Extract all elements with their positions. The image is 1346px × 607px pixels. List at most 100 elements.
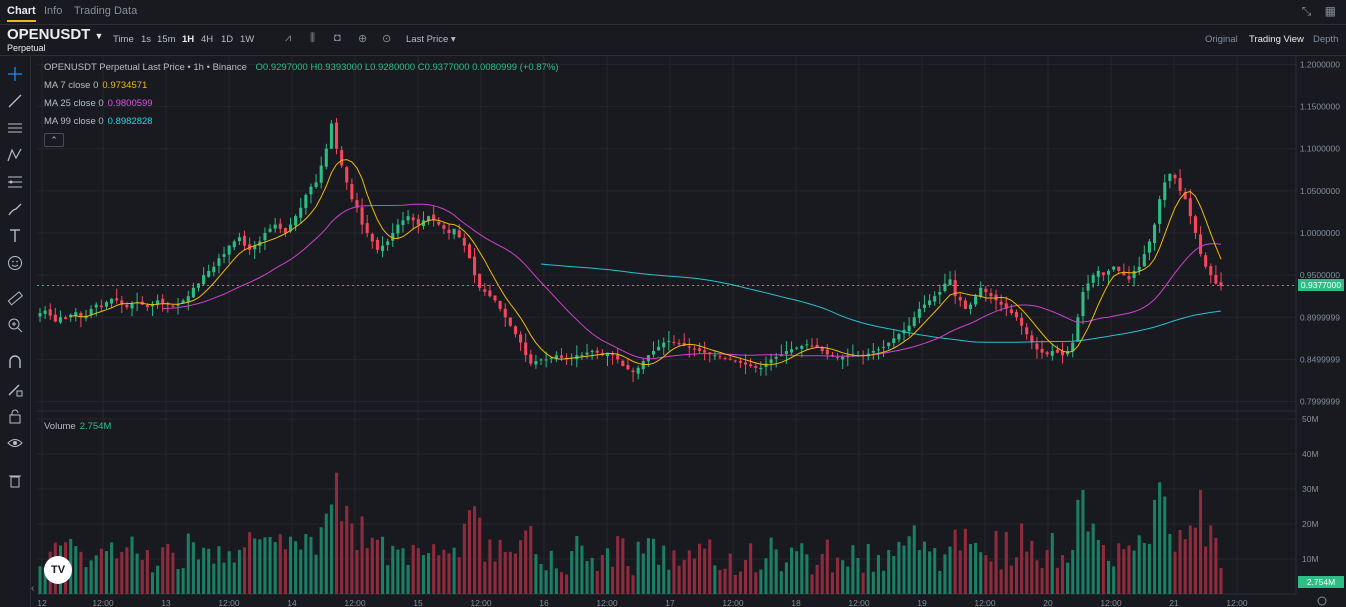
candle-body — [697, 348, 702, 351]
symbol-name[interactable]: OPENUSDT ▼ — [7, 26, 104, 43]
volume-bar — [1193, 527, 1197, 594]
candle-body — [181, 300, 185, 304]
volume-bar — [1025, 551, 1029, 594]
zoom-in-icon[interactable] — [5, 315, 25, 335]
tab-trading-data[interactable]: Trading Data — [74, 5, 138, 17]
candle-body — [1030, 335, 1034, 343]
volume-bar — [697, 543, 702, 594]
trash-icon[interactable] — [5, 470, 25, 490]
view-original[interactable]: Original — [1205, 34, 1238, 45]
settings-circle-icon[interactable]: ⊙ — [382, 33, 392, 45]
candle-body — [493, 295, 497, 301]
interval-1d[interactable]: 1D — [221, 34, 234, 45]
volume-bar — [554, 568, 558, 594]
candle-body — [790, 349, 794, 353]
volume-bar — [994, 530, 998, 594]
volume-bar — [232, 562, 236, 594]
candle-body — [186, 296, 190, 303]
candle-body — [1132, 270, 1136, 278]
volume-bar — [1112, 566, 1116, 594]
chart-legend-title: OPENUSDT Perpetual Last Price • 1h • Bin… — [44, 62, 559, 73]
volume-bar — [902, 545, 906, 594]
interval-1w[interactable]: 1W — [240, 34, 255, 45]
legend-collapse-button[interactable]: ⌃ — [44, 133, 64, 147]
collapse-icon[interactable]: ⤡ — [1301, 4, 1312, 18]
candle-body — [1025, 327, 1029, 335]
interval-1h[interactable]: 1H — [182, 34, 195, 45]
candle-body — [682, 342, 686, 346]
volume-bar — [375, 539, 379, 594]
layout-grid-icon[interactable]: ▦ — [1324, 4, 1336, 18]
camera-icon[interactable]: ◘ — [334, 32, 341, 44]
ma7-label: MA 7 close 0 — [44, 80, 99, 91]
volume-bar — [810, 574, 814, 594]
volume-bar — [248, 532, 252, 594]
volume-bar — [294, 541, 298, 594]
pattern-icon[interactable] — [5, 145, 25, 165]
volume-bar — [1030, 540, 1034, 594]
brush-icon[interactable] — [5, 199, 25, 219]
candle-body — [156, 300, 160, 305]
crosshair-icon[interactable] — [5, 64, 25, 84]
view-trading-view[interactable]: Trading View — [1249, 34, 1304, 45]
candle-body — [718, 356, 722, 358]
eye-icon[interactable] — [5, 433, 25, 453]
candle-body — [795, 347, 799, 349]
tab-info[interactable]: Info — [44, 5, 63, 17]
time-axis-label: 19 — [917, 598, 927, 607]
tab-chart[interactable]: Chart — [7, 5, 36, 22]
chart-type-icon[interactable]: ⫼ — [310, 32, 316, 44]
candle-body — [176, 304, 180, 306]
add-circle-icon[interactable]: ⊕ — [358, 33, 368, 45]
volume-bar — [493, 561, 497, 594]
volume-bar — [718, 570, 722, 594]
interval-time[interactable]: Time — [113, 34, 134, 45]
time-axis-label: 12:00 — [1226, 598, 1248, 607]
candle-body — [1214, 274, 1218, 284]
fib-icon[interactable] — [5, 172, 25, 192]
lock-icon[interactable] — [5, 406, 25, 426]
candle-body — [1173, 174, 1177, 179]
time-axis-label: 12:00 — [848, 598, 870, 607]
volume-bar — [84, 567, 88, 594]
price-axis-label: 0.8999999 — [1300, 312, 1340, 322]
volume-bar — [605, 548, 610, 594]
candle-body — [595, 350, 599, 353]
interval-15m[interactable]: 15m — [157, 34, 176, 45]
candle-body — [1193, 216, 1197, 233]
candle-body — [585, 352, 589, 355]
horizontal-lines-icon[interactable] — [5, 118, 25, 138]
volume-bar — [667, 569, 671, 594]
volume-bar — [948, 546, 952, 594]
candle-body — [457, 230, 461, 238]
price-type-dropdown[interactable]: Last Price ▾ — [406, 34, 456, 45]
magnet-icon[interactable] — [5, 352, 25, 372]
price-axis-label: 1.1500000 — [1300, 102, 1340, 112]
volume-bar — [150, 572, 155, 594]
volume-bar — [130, 536, 134, 594]
volume-bar — [999, 569, 1003, 594]
candle-body — [1014, 311, 1019, 318]
volume-bar — [176, 568, 180, 594]
pencil-lock-icon[interactable] — [5, 379, 25, 399]
interval-4h[interactable]: 4H — [201, 34, 214, 45]
candle-body — [892, 338, 896, 344]
volume-bar — [621, 538, 625, 594]
volume-bar — [836, 557, 840, 594]
emoji-icon[interactable] — [5, 253, 25, 273]
candle-body — [1163, 182, 1167, 201]
candle-body — [928, 300, 932, 305]
interval-1s[interactable]: 1s — [141, 34, 152, 45]
indicator-icon[interactable]: ⩘ — [285, 32, 292, 44]
ruler-icon[interactable] — [5, 288, 25, 308]
ma7-line — [70, 159, 1222, 366]
candle-body — [1147, 241, 1151, 253]
candle-body — [232, 241, 236, 248]
volume-bar — [156, 565, 160, 594]
text-icon[interactable] — [5, 226, 25, 246]
settings-icon[interactable] — [1317, 596, 1327, 606]
view-depth[interactable]: Depth — [1313, 34, 1339, 45]
trend-line-icon[interactable] — [5, 91, 25, 111]
chevron-left-icon[interactable]: ‹ — [31, 583, 35, 594]
